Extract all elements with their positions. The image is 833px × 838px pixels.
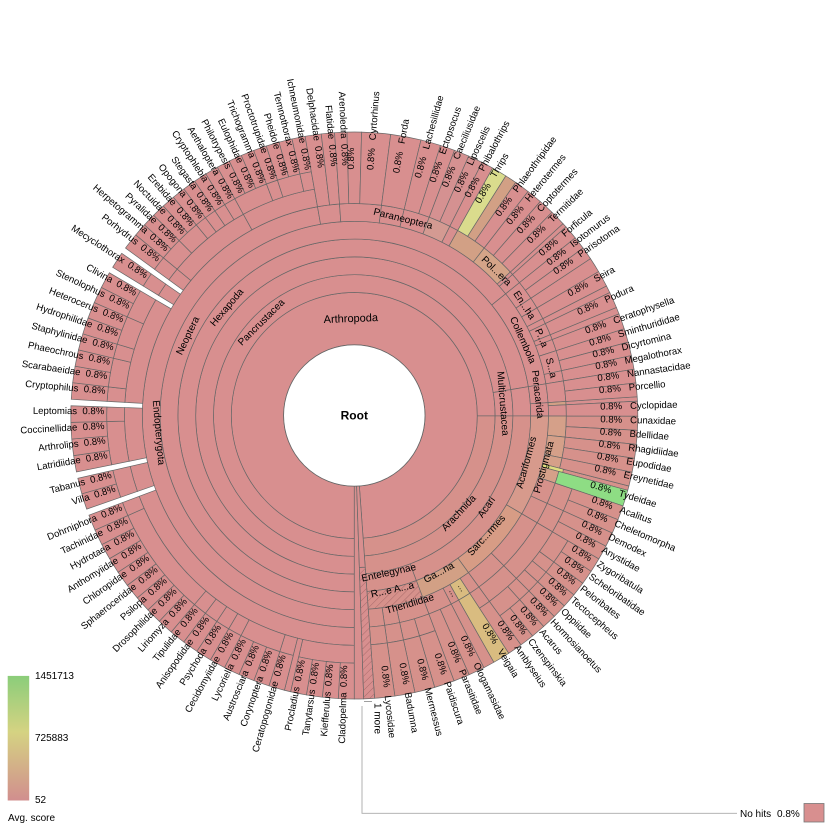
svg-text:S...a: S...a [543, 357, 559, 380]
svg-text:0.8% Cunaxidae: 0.8% Cunaxidae [600, 414, 676, 427]
svg-text:Multicrustacea: Multicrustacea [494, 371, 510, 437]
svg-text:Arenoledra 0.8%: Arenoledra 0.8% [336, 91, 351, 166]
svg-text:1451713: 1451713 [35, 671, 74, 682]
svg-text:1 more: 1 more [372, 703, 383, 735]
svg-text:No hits: No hits [740, 809, 771, 820]
svg-text:Arthropoda: Arthropoda [323, 312, 379, 326]
svg-text:Avg. score: Avg. score [8, 813, 55, 824]
svg-text:0.8%: 0.8% [346, 147, 357, 169]
svg-text:Leptomias 0.8%: Leptomias 0.8% [33, 406, 105, 417]
svg-text:Cladopelma 0.8%: Cladopelma 0.8% [337, 665, 350, 744]
svg-text:Coccinellidae 0.8%: Coccinellidae 0.8% [20, 421, 105, 437]
svg-text:...: ... [456, 582, 468, 594]
svg-text:52: 52 [35, 795, 47, 806]
svg-text:0.8% Cyclopidae: 0.8% Cyclopidae [600, 400, 678, 413]
svg-text:0.8%: 0.8% [777, 809, 800, 820]
svg-text:0.8% Bdellidae: 0.8% Bdellidae [599, 427, 669, 443]
svg-text:725883: 725883 [35, 733, 69, 744]
svg-text:...: ... [447, 587, 459, 598]
svg-text:Root: Root [341, 409, 368, 423]
